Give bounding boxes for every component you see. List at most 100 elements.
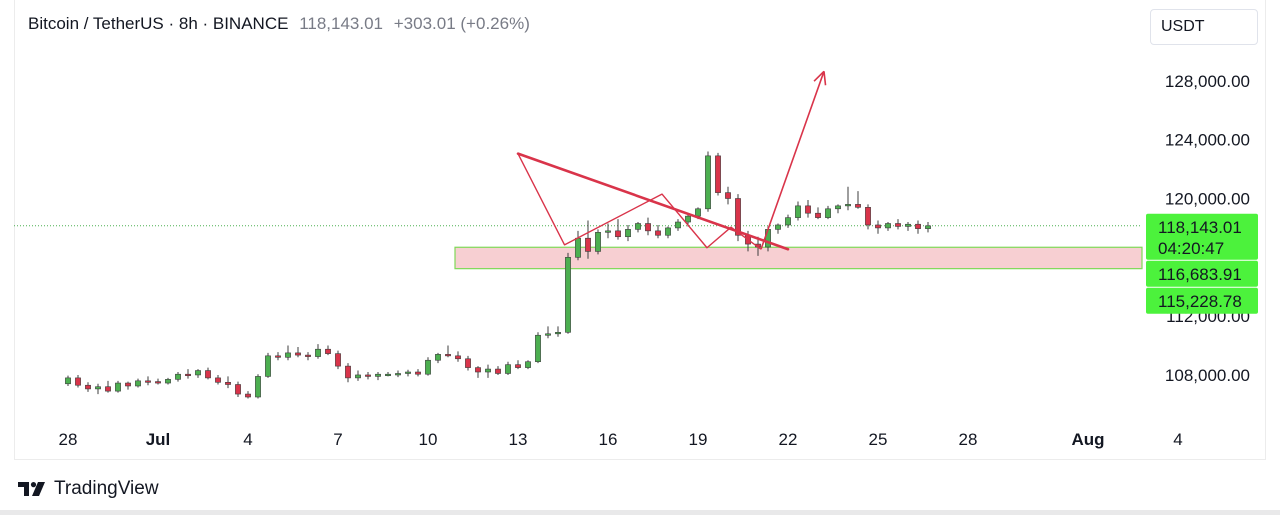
candle	[885, 222, 891, 231]
candle	[225, 376, 231, 389]
breakout-arrow	[760, 71, 825, 250]
last-price: 118,143.01	[299, 14, 384, 33]
currency-selector-button[interactable]: USDT	[1150, 9, 1258, 45]
y-tick-label: 124,000.00	[1165, 131, 1250, 150]
candle	[675, 219, 681, 231]
price-badge-text: 115,228.78	[1158, 292, 1242, 311]
candle	[215, 374, 221, 385]
candle	[845, 186, 851, 211]
symbol-title[interactable]: Bitcoin / TetherUS · 8h · BINANCE	[28, 14, 289, 33]
candle	[485, 364, 491, 378]
y-tick-label: 120,000.00	[1165, 190, 1250, 209]
tradingview-logo-icon	[18, 482, 45, 496]
candle-body-down	[515, 364, 521, 368]
candle-body-down	[865, 207, 871, 226]
candle-body-down	[325, 348, 331, 354]
candle-body-up	[175, 373, 181, 380]
x-tick-label: Aug	[1071, 430, 1104, 449]
candle-body-up	[795, 205, 801, 218]
candle-body-down	[345, 365, 351, 379]
candle-body-down	[585, 237, 591, 252]
candle	[85, 382, 91, 392]
candle-body-up	[575, 237, 581, 258]
tradingview-brand[interactable]: TradingView	[18, 478, 159, 500]
x-tick-label: 10	[419, 430, 438, 449]
candle	[715, 152, 721, 196]
candle-body-down	[805, 205, 811, 214]
candle	[425, 357, 431, 376]
candle	[565, 252, 571, 334]
candle-body-up	[775, 224, 781, 230]
candle	[915, 220, 921, 234]
candle	[815, 207, 821, 220]
y-tick-label: 128,000.00	[1165, 72, 1250, 91]
price-badge-background	[1146, 260, 1258, 287]
candle	[505, 361, 511, 375]
candle	[365, 372, 371, 380]
candle	[775, 223, 781, 234]
candle-body-down	[735, 198, 741, 236]
candle	[415, 369, 421, 377]
candle-body-up	[255, 376, 261, 398]
candle	[395, 370, 401, 378]
candle	[305, 352, 311, 361]
candle-body-up	[425, 359, 431, 375]
candle-body-down	[815, 212, 821, 218]
candle-body-down	[205, 370, 211, 379]
chart-legend: Bitcoin / TetherUS · 8h · BINANCE 118,14…	[28, 14, 530, 34]
candle-body-down	[455, 355, 461, 360]
candle	[375, 372, 381, 381]
candle	[135, 378, 141, 388]
candle	[235, 381, 241, 398]
price-chart[interactable]: 132,000.00128,000.00124,000.00120,000.00…	[0, 0, 1280, 460]
x-tick-label: 25	[869, 430, 888, 449]
arrow-head	[823, 71, 827, 86]
x-tick-label: 4	[243, 430, 252, 449]
candle-body-up	[705, 155, 711, 210]
candle-body-up	[315, 348, 321, 357]
candle	[645, 217, 651, 236]
candle-body-up	[845, 204, 851, 207]
candle-body-down	[245, 393, 251, 398]
x-tick-label: 28	[959, 430, 978, 449]
candle-body-down	[215, 377, 221, 383]
candle	[195, 369, 201, 378]
candle	[345, 363, 351, 383]
x-tick-label: 22	[779, 430, 798, 449]
candle-body-down	[225, 381, 231, 385]
candle	[355, 370, 361, 381]
candle-body-down	[645, 223, 651, 232]
candle	[465, 355, 471, 371]
candle	[495, 366, 501, 375]
candle	[555, 326, 561, 337]
candle	[895, 219, 901, 230]
candle-body-down	[295, 352, 301, 356]
arrow-head	[813, 70, 825, 82]
candle-body-down	[365, 374, 371, 377]
candle-body-up	[195, 370, 201, 376]
candle-body-down	[235, 384, 241, 395]
candle	[785, 214, 791, 228]
support-zone	[454, 246, 1143, 270]
candle	[825, 205, 831, 220]
candle	[335, 350, 341, 370]
candle	[385, 372, 391, 377]
candle-body-up	[765, 229, 771, 248]
candle	[625, 224, 631, 242]
candle	[595, 229, 601, 255]
candle	[145, 376, 151, 386]
candle	[805, 199, 811, 218]
x-tick-label: 7	[333, 430, 342, 449]
candle-body-up	[925, 225, 931, 229]
candle-body-up	[835, 205, 841, 210]
candle-body-down	[275, 355, 281, 358]
price-badge-background	[1146, 213, 1258, 260]
candle-body-up	[685, 215, 691, 223]
price-badge: 116,683.91	[1146, 260, 1258, 287]
candle	[725, 186, 731, 205]
candle-body-down	[875, 224, 881, 229]
candle	[285, 345, 291, 361]
zigzag-path	[517, 153, 762, 250]
candle	[275, 352, 281, 361]
candle-body-up	[535, 334, 541, 363]
